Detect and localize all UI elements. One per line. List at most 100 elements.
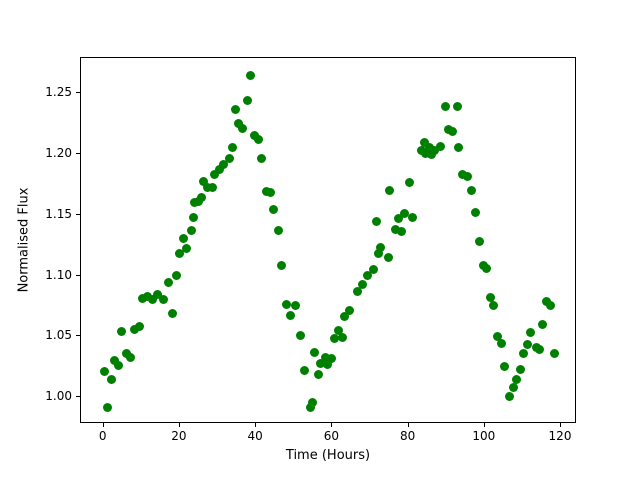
data-point [330, 334, 340, 344]
data-point [316, 358, 325, 368]
data-point [505, 391, 515, 401]
data-point [171, 271, 181, 280]
x-tick-mark [407, 423, 409, 427]
data-point [393, 213, 403, 223]
data-point [308, 397, 318, 407]
data-point [237, 123, 247, 133]
data-point [257, 154, 267, 164]
data-point [385, 185, 395, 195]
data-point [199, 177, 209, 187]
y-tick-mark [76, 91, 80, 93]
data-point [152, 290, 162, 300]
data-point [448, 127, 458, 137]
data-point [227, 143, 237, 153]
data-point [340, 312, 350, 322]
x-axis-label: Time (Hours) [285, 448, 371, 463]
data-point [121, 348, 131, 358]
data-point [516, 364, 526, 374]
data-point [358, 279, 367, 289]
data-point [454, 143, 464, 153]
data-point [197, 193, 207, 202]
data-point [470, 207, 480, 217]
y-tick-label: 1.25 [45, 84, 72, 99]
data-point [214, 165, 224, 174]
data-point [130, 324, 140, 334]
data-point [338, 333, 348, 343]
data-point [245, 71, 255, 81]
data-point [253, 134, 263, 144]
data-point [314, 369, 324, 379]
data-point [99, 367, 109, 377]
data-point [362, 271, 372, 280]
x-tick-mark [331, 423, 333, 427]
x-tick-mark [483, 423, 485, 427]
data-point [481, 263, 491, 273]
data-point [182, 244, 192, 254]
data-point [523, 340, 533, 350]
data-point [425, 143, 434, 153]
data-point [142, 291, 152, 301]
data-point [273, 225, 283, 235]
data-point [334, 325, 343, 335]
data-point [353, 286, 362, 296]
data-point [269, 205, 279, 215]
data-point [397, 227, 407, 237]
data-point [109, 356, 119, 366]
data-point [486, 292, 495, 302]
x-tick-label: 40 [247, 429, 263, 443]
data-point [188, 212, 198, 222]
data-point [344, 306, 354, 316]
data-point [219, 160, 229, 170]
y-tick-mark [76, 335, 80, 337]
x-tick-label: 60 [323, 429, 340, 443]
data-point [467, 185, 477, 195]
x-tick-mark [102, 423, 104, 427]
x-tick-label: 100 [472, 429, 496, 443]
data-point [148, 295, 157, 305]
data-point [400, 208, 410, 218]
data-point [493, 331, 503, 341]
data-point [519, 348, 529, 358]
data-point [134, 322, 144, 332]
data-point [167, 308, 177, 318]
y-tick-label: 1.00 [45, 389, 72, 404]
data-point [526, 328, 535, 338]
data-point [116, 327, 126, 336]
data-point [474, 236, 484, 246]
data-point [231, 105, 241, 115]
data-point [435, 141, 445, 151]
y-tick-mark [76, 396, 80, 398]
data-point [261, 186, 271, 196]
data-point [430, 145, 440, 155]
data-point [113, 361, 123, 371]
data-point [276, 261, 286, 271]
data-point [497, 339, 506, 349]
y-tick-mark [76, 213, 80, 215]
data-point [545, 301, 555, 311]
data-point [225, 154, 234, 164]
data-point [233, 118, 243, 128]
data-point [290, 301, 300, 311]
data-point [323, 359, 333, 369]
data-point [327, 353, 337, 363]
data-point [243, 95, 253, 105]
y-tick-label: 1.10 [45, 267, 72, 282]
data-point [106, 374, 116, 384]
data-point [458, 169, 468, 179]
data-point [300, 365, 310, 375]
y-tick-label: 1.15 [45, 206, 72, 221]
data-point [420, 149, 430, 159]
data-point [512, 374, 522, 384]
data-point [305, 402, 315, 412]
data-point [266, 188, 276, 198]
data-point [538, 319, 548, 329]
data-point [500, 362, 510, 372]
data-point [419, 138, 429, 148]
data-point [489, 301, 499, 311]
x-tick-mark [255, 423, 257, 427]
data-point [158, 295, 168, 305]
y-tick-mark [76, 274, 80, 276]
data-point [103, 402, 112, 412]
data-point [125, 352, 135, 362]
